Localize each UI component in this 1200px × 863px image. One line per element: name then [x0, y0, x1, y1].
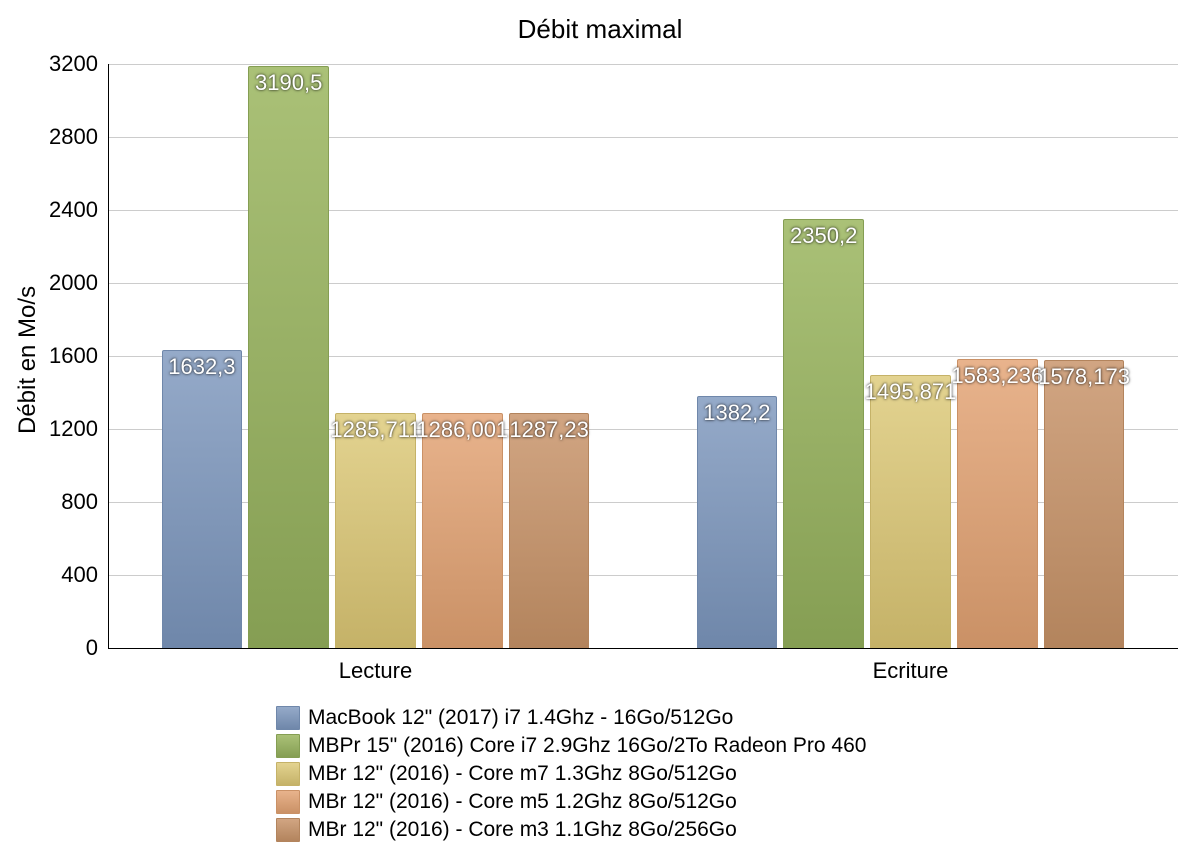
- legend-swatch: [276, 790, 300, 814]
- x-axis-line: [108, 648, 1178, 649]
- bar: [162, 350, 243, 648]
- y-tick-label: 2000: [28, 270, 98, 296]
- bar: [248, 66, 329, 648]
- legend-swatch: [276, 818, 300, 842]
- y-axis-line: [108, 64, 109, 648]
- y-tick-label: 400: [28, 562, 98, 588]
- chart-title: Débit maximal: [0, 14, 1200, 45]
- y-tick-label: 1600: [28, 343, 98, 369]
- legend-item: MBr 12" (2016) - Core m5 1.2Ghz 8Go/512G…: [276, 788, 737, 816]
- legend-swatch: [276, 762, 300, 786]
- legend-label: MacBook 12" (2017) i7 1.4Ghz - 16Go/512G…: [308, 706, 733, 730]
- legend-item: MBr 12" (2016) - Core m7 1.3Ghz 8Go/512G…: [276, 760, 737, 788]
- gridline: [108, 64, 1178, 65]
- bar: [697, 396, 778, 648]
- legend-label: MBr 12" (2016) - Core m3 1.1Ghz 8Go/256G…: [308, 818, 737, 842]
- y-tick-label: 0: [28, 635, 98, 661]
- bar: [1044, 360, 1125, 648]
- chart-root: Débit maximal Débit en Mo/s 040080012001…: [0, 0, 1200, 863]
- legend-item: MBPr 15" (2016) Core i7 2.9Ghz 16Go/2To …: [276, 732, 866, 760]
- plot-area: 04008001200160020002400280032001632,3319…: [108, 64, 1178, 648]
- bar: [957, 359, 1038, 648]
- legend-label: MBPr 15" (2016) Core i7 2.9Ghz 16Go/2To …: [308, 734, 866, 758]
- legend-item: MacBook 12" (2017) i7 1.4Ghz - 16Go/512G…: [276, 704, 733, 732]
- y-tick-label: 800: [28, 489, 98, 515]
- legend-swatch: [276, 706, 300, 730]
- legend-label: MBr 12" (2016) - Core m7 1.3Ghz 8Go/512G…: [308, 762, 737, 786]
- y-tick-label: 3200: [28, 51, 98, 77]
- y-tick-label: 2400: [28, 197, 98, 223]
- bar: [783, 219, 864, 648]
- x-tick-label: Lecture: [108, 658, 643, 684]
- legend-label: MBr 12" (2016) - Core m5 1.2Ghz 8Go/512G…: [308, 790, 737, 814]
- y-tick-label: 1200: [28, 416, 98, 442]
- y-tick-label: 2800: [28, 124, 98, 150]
- bar: [870, 375, 951, 648]
- bar: [422, 413, 503, 648]
- legend-item: MBr 12" (2016) - Core m3 1.1Ghz 8Go/256G…: [276, 816, 737, 844]
- legend-swatch: [276, 734, 300, 758]
- bar: [335, 413, 416, 648]
- bar: [509, 413, 590, 648]
- x-tick-label: Ecriture: [643, 658, 1178, 684]
